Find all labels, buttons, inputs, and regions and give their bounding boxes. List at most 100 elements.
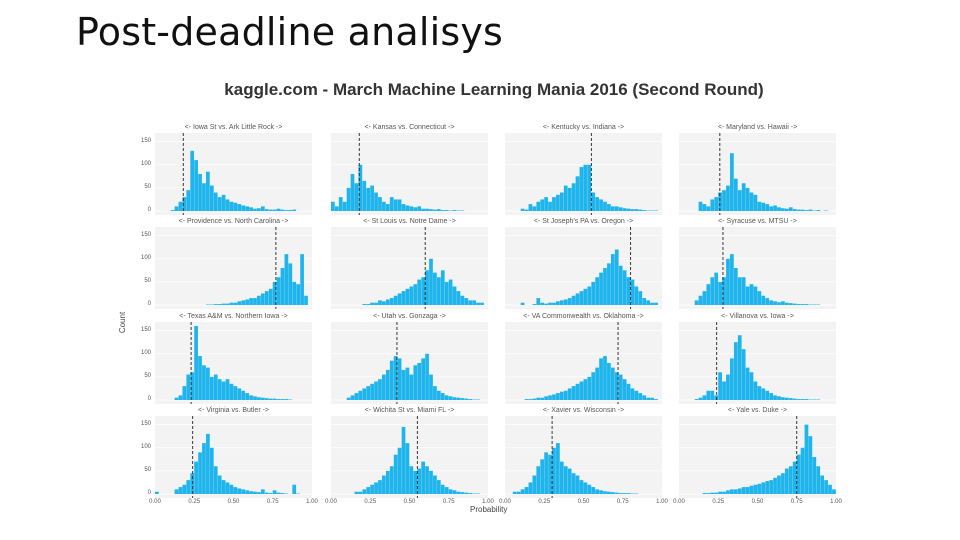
histogram-bar: [630, 279, 635, 305]
histogram-bar: [257, 295, 261, 305]
histogram-bar: [194, 461, 198, 494]
histogram-bar: [229, 201, 234, 211]
histogram-bar: [178, 201, 183, 211]
histogram-bar: [552, 197, 556, 211]
x-tick-label: 0.75: [790, 499, 803, 505]
histogram-bar: [516, 491, 521, 494]
histogram-bar: [520, 208, 525, 211]
facet-histogram: [155, 416, 312, 498]
histogram-bar: [804, 424, 809, 494]
histogram-bar: [634, 286, 639, 305]
histogram-bar: [773, 205, 777, 211]
histogram-bar: [722, 190, 726, 211]
histogram-bar: [777, 475, 781, 494]
histogram-bar: [610, 206, 615, 211]
histogram-bar: [753, 194, 758, 211]
histogram-bar: [512, 491, 517, 494]
x-tick-label: 0.25: [538, 499, 551, 505]
histogram-bar: [233, 302, 238, 305]
histogram-bar: [559, 391, 564, 400]
histogram-bar: [757, 201, 762, 211]
histogram-bar: [591, 372, 596, 400]
histogram-bar: [781, 397, 785, 400]
histogram-bar: [213, 192, 218, 211]
histogram-bar: [737, 277, 742, 305]
histogram-bar: [563, 185, 568, 211]
histogram-bar: [832, 489, 836, 494]
histogram-bar: [241, 205, 246, 211]
histogram-bar: [816, 466, 821, 494]
histogram-bar: [618, 265, 623, 305]
histogram-bar: [276, 399, 281, 400]
histogram-bar: [714, 272, 719, 305]
histogram-bar: [642, 210, 647, 211]
histogram-bar: [225, 303, 230, 305]
histogram-bar: [253, 491, 257, 494]
histogram-bar: [540, 397, 545, 400]
histogram-bar: [737, 335, 742, 400]
histogram-bar: [397, 293, 402, 305]
histogram-bar: [209, 376, 214, 400]
histogram-bar: [792, 398, 797, 400]
histogram-bar: [436, 390, 441, 400]
facet-label: <- Virginia vs. Butler ->: [197, 407, 270, 414]
histogram-bar: [264, 398, 269, 400]
histogram-bar: [800, 209, 805, 211]
histogram-bar: [556, 393, 560, 400]
histogram-bar: [397, 199, 402, 211]
histogram-bar: [389, 298, 394, 305]
histogram-bar: [436, 480, 441, 494]
histogram-bar: [401, 369, 406, 400]
facet-label: <- Texas A&M vs. Northern Iowa ->: [179, 313, 288, 320]
histogram-bar: [784, 397, 789, 400]
histogram-bar: [757, 291, 762, 305]
histogram-bar: [599, 358, 603, 400]
histogram-bar: [429, 209, 433, 211]
histogram-bar: [448, 279, 453, 305]
histogram-bar: [781, 473, 785, 494]
histogram-bar: [808, 436, 813, 494]
histogram-bar: [757, 483, 762, 494]
histogram-bar: [595, 367, 599, 400]
histogram-bar: [413, 207, 418, 211]
histogram-bar: [722, 381, 726, 400]
histogram-bar: [397, 358, 402, 400]
histogram-bar: [698, 201, 703, 211]
histogram-bar: [304, 295, 308, 305]
histogram-bar: [276, 277, 281, 305]
facet-histogram: [679, 227, 836, 309]
histogram-bar: [421, 461, 425, 494]
histogram-bar: [552, 302, 556, 305]
histogram-bar: [385, 369, 390, 400]
histogram-bar: [421, 208, 425, 211]
histogram-bar: [366, 487, 371, 494]
histogram-bar: [331, 201, 335, 211]
histogram-bar: [587, 484, 592, 494]
histogram-bar: [382, 374, 386, 400]
y-tick-label: 150: [140, 420, 151, 427]
histogram-bar: [563, 390, 568, 400]
slide-title: Post-deadline analisys: [76, 10, 504, 54]
y-tick-label: 0: [147, 490, 151, 496]
histogram-bar: [761, 295, 766, 305]
histogram-bar: [268, 398, 273, 400]
histogram-bar: [607, 491, 611, 494]
histogram-bar: [614, 372, 619, 400]
histogram-bar: [433, 272, 437, 305]
histogram-bar: [421, 277, 425, 305]
histogram-bar: [237, 204, 242, 211]
histogram-bar: [726, 490, 730, 494]
histogram-bar: [614, 249, 619, 305]
facet-histogram: [679, 322, 836, 404]
facet-panel: [505, 227, 662, 309]
histogram-bar: [370, 185, 374, 211]
x-tick-label: 0.75: [616, 499, 629, 505]
histogram-bar: [433, 475, 437, 494]
histogram-bar: [646, 300, 651, 305]
histogram-bar: [622, 379, 627, 400]
facet-histogram: [155, 227, 312, 309]
histogram-bar: [796, 454, 801, 494]
histogram-bar: [260, 489, 265, 494]
histogram-bar: [614, 492, 619, 494]
histogram-bar: [245, 490, 249, 494]
